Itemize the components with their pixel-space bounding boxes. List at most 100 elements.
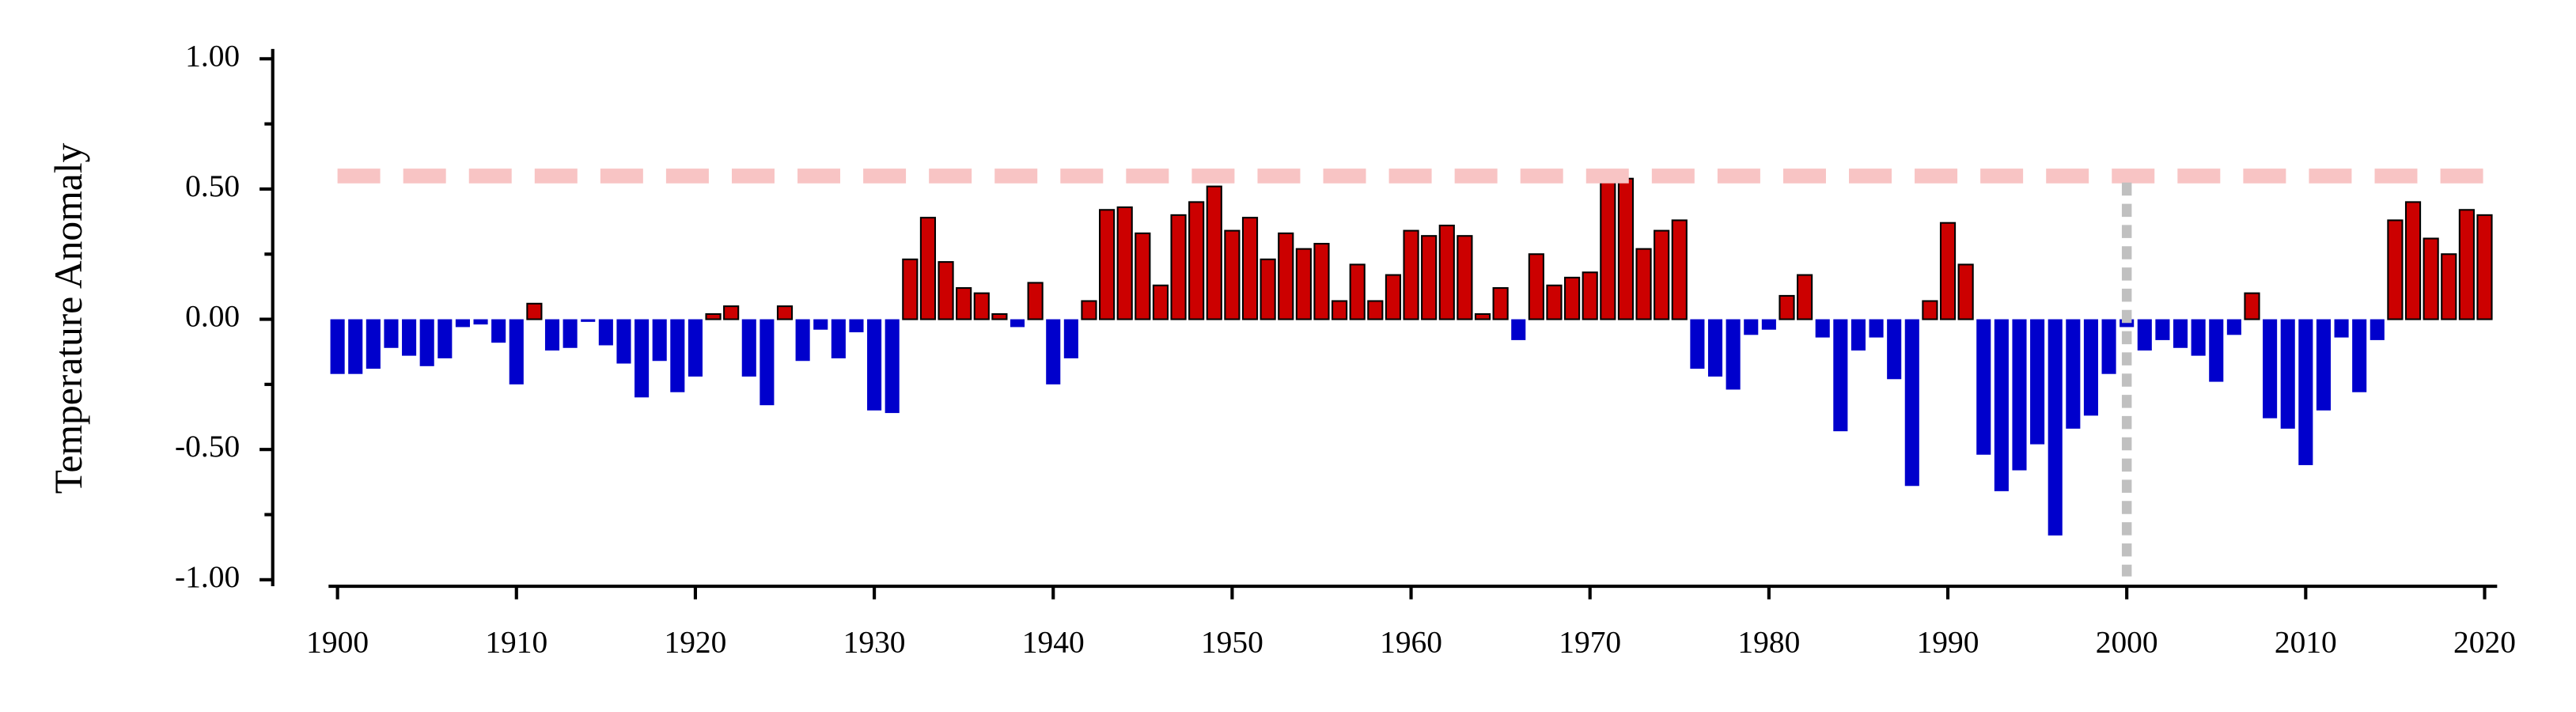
bar [563,319,578,348]
bar [1295,248,1312,320]
bar [1403,229,1419,320]
bar [330,319,345,374]
bar [1994,319,2009,491]
bar [2370,319,2385,340]
bar [1010,319,1025,328]
bar [2101,319,2116,374]
bar [1815,319,1830,338]
bar [2404,201,2422,320]
bar [1957,263,1974,320]
bar [2012,319,2027,471]
y-axis-label: Temperature Anomaly [47,143,90,494]
bar [849,319,864,333]
bar [1833,319,1848,432]
bar [1152,284,1169,320]
bar [2387,219,2404,320]
bar [473,319,488,325]
x-tick-label: 1970 [1559,624,1621,659]
bar [384,319,399,348]
bar [1206,185,1222,320]
bar [1528,253,1544,320]
bar [1600,175,1616,320]
y-tick-label: -1.00 [175,559,240,594]
x-tick-label: 1920 [664,624,726,659]
bar [2280,319,2295,429]
bar [544,319,560,351]
bar [1260,258,1276,320]
bar [509,319,524,384]
bar [670,319,685,392]
bar [813,319,828,330]
bar [1241,217,1259,320]
bar [973,292,990,320]
y-tick-label: -0.50 [175,429,240,464]
bar [723,305,740,320]
bar [366,319,381,369]
bar [831,319,846,358]
bar [348,319,363,374]
bar [491,319,506,343]
bar [776,305,794,320]
bar [1278,232,1294,320]
bar [938,261,954,320]
bar [2048,319,2063,536]
bar [2423,237,2439,320]
bar [1939,222,1957,320]
bar [1438,224,1455,320]
bar [2244,292,2260,320]
bar [2226,319,2241,335]
bar [1904,319,1919,487]
x-tick-label: 1980 [1737,624,1800,659]
bar [885,319,900,414]
x-tick-label: 1900 [306,624,369,659]
bar [1457,235,1473,320]
bar [2476,214,2493,320]
y-tick-label: 1.00 [185,38,240,73]
bar [795,319,810,362]
bar [688,319,703,377]
bar [581,319,596,322]
bar [1617,177,1635,320]
bar [1188,201,1205,320]
bar [598,319,613,346]
bar [760,319,775,406]
bar [1976,319,1991,455]
bar [1063,319,1078,358]
bar [2458,209,2475,320]
bar [2120,319,2135,328]
bar [1744,319,1759,335]
bar [402,319,417,356]
bar [1385,274,1402,320]
y-tick-label: 0.50 [185,169,240,203]
bar [1779,294,1795,320]
bar [2316,319,2332,411]
bar [1170,214,1187,320]
x-tick-label: 1990 [1917,624,1979,659]
bar [2441,253,2457,320]
bar [956,287,972,320]
bar [1116,206,1133,320]
bar [1690,319,1705,369]
bar [1349,263,1366,320]
bar [1081,300,1097,320]
bar [867,319,882,411]
bar [1726,319,1741,390]
bar [1492,287,1509,320]
bar [438,319,453,358]
bar [1224,229,1241,320]
bar [1511,319,1526,340]
bar [1564,276,1581,320]
bar [526,302,543,320]
bar [902,258,919,320]
bar [2209,319,2224,382]
bar [1582,271,1598,320]
bar [455,319,470,328]
bar [1887,319,1902,380]
bar [1797,274,1813,320]
bar [1922,300,1938,320]
bar [1099,209,1116,320]
bar [1654,229,1670,320]
x-tick-label: 2000 [2096,624,2158,659]
